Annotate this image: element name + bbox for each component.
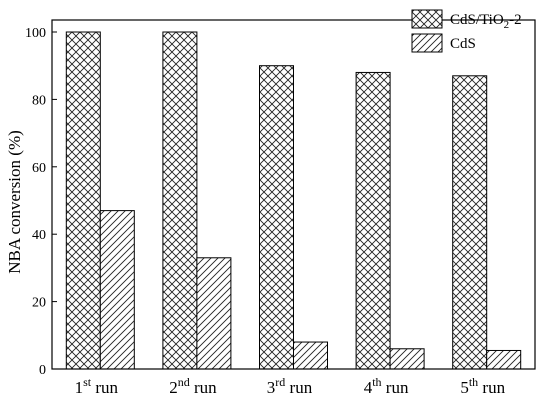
legend-swatch-cds-tio2-2 (411, 9, 443, 29)
bar-cds-run-4 (389, 348, 425, 370)
bar-cds-run-2 (196, 257, 232, 370)
bar-cds-run-3 (293, 341, 328, 370)
bar-cds-tio2-2-run-5 (452, 75, 488, 370)
x-category-label: 4th run (364, 375, 409, 397)
legend-swatch-cds (411, 33, 443, 53)
bar-cds-tio2-2-run-3 (259, 65, 294, 370)
bar-cds-tio2-2-run-4 (355, 71, 391, 370)
axes-group: 0 20 40 60 80 100 1st run 2nd run 3rd run 4th run… (25, 19, 536, 397)
plot-frame (51, 19, 536, 370)
x-category-label: 5th run (460, 375, 505, 397)
y-tick-label: 80 (32, 93, 46, 108)
x-category-label: 3rd run (267, 375, 313, 397)
y-tick-label: 0 (39, 363, 46, 378)
y-tick-label: 100 (25, 26, 46, 41)
y-axis-title: NBA conversion (%) (5, 130, 24, 274)
x-category-label: 1st run (75, 375, 119, 397)
x-category-label: 2nd run (169, 375, 217, 397)
bar-cds-tio2-2-run-2 (162, 31, 198, 370)
bar-cds-tio2-2-run-1 (65, 31, 101, 370)
bar-cds-run-1 (99, 210, 135, 370)
y-tick-label: 20 (32, 296, 46, 311)
legend-label-cds-tio2-2: CdS/TiO2-2 (450, 12, 522, 31)
legend-label-cds: CdS (450, 36, 476, 52)
legend: CdS/TiO2-2 CdS (411, 9, 522, 53)
bars-group (65, 31, 522, 370)
y-tick-label: 60 (32, 161, 46, 176)
bar-cds-run-5 (486, 349, 522, 370)
y-tick-label: 40 (32, 228, 46, 243)
